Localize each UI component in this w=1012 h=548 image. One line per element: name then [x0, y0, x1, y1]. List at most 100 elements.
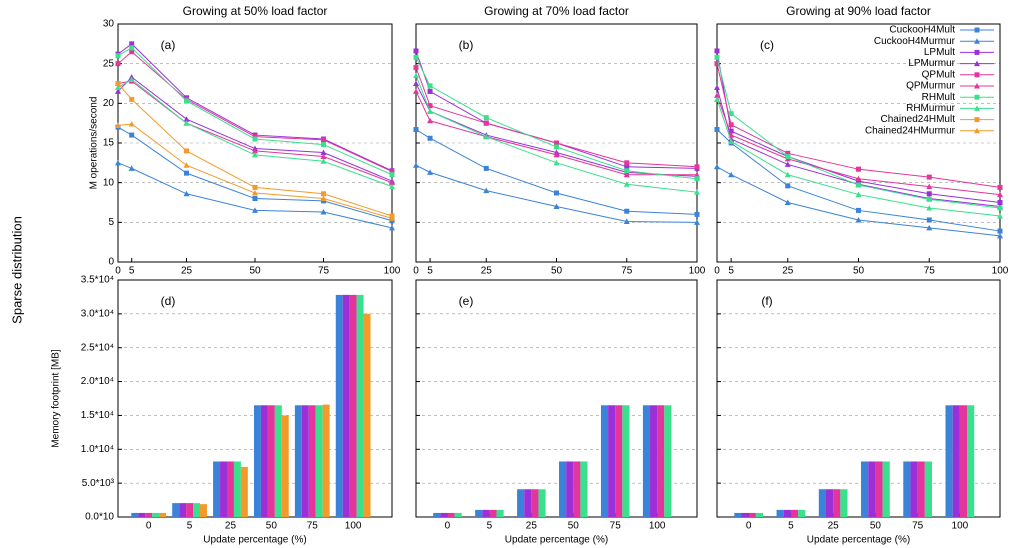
x-tick-label: 5 [487, 521, 493, 532]
data-point [694, 219, 700, 225]
bar [875, 461, 883, 517]
series-line [415, 57, 698, 180]
x-tick-label: 100 [649, 521, 666, 532]
bar [308, 405, 316, 517]
data-point [553, 203, 560, 209]
bar [825, 489, 834, 517]
data-point [252, 147, 258, 154]
data-point [926, 217, 932, 223]
legend-marker [974, 105, 980, 111]
bar [349, 294, 357, 517]
data-point [554, 144, 559, 150]
data-point [553, 151, 560, 158]
bar [868, 461, 876, 517]
x-tick-label: 75 [924, 266, 936, 277]
x-tick-label: 0 [115, 266, 121, 277]
data-point [115, 53, 121, 59]
data-point [413, 162, 419, 168]
data-point [427, 88, 433, 94]
data-point [252, 207, 258, 213]
bar [748, 512, 756, 517]
bar [615, 405, 623, 517]
x-tick-label: 50 [249, 266, 261, 277]
data-point [714, 96, 720, 102]
x-tick-label: 25 [526, 521, 538, 532]
bar [903, 461, 911, 517]
bar [755, 512, 764, 517]
x-tick-label: 100 [384, 266, 401, 277]
x-tick-label: 25 [481, 266, 493, 277]
series-line [415, 67, 698, 168]
y-tick-label: 5 [108, 217, 114, 228]
bar [447, 512, 455, 517]
data-point [252, 184, 258, 190]
legend-label: Chained24HMurmur [865, 125, 956, 136]
data-point [320, 158, 327, 164]
data-point [183, 120, 190, 126]
x-tick-label: 100 [992, 266, 1009, 277]
bar [531, 489, 539, 517]
x-tick-label: 50 [853, 266, 865, 277]
series-line [716, 95, 1001, 196]
data-point [427, 135, 433, 141]
y-tick-label: 15 [103, 138, 115, 149]
bar [322, 404, 330, 517]
x-tick-label: 5 [427, 266, 433, 277]
x-tick-label: 50 [266, 521, 278, 532]
bar [152, 512, 160, 517]
legend-marker [974, 127, 980, 134]
data-point [389, 183, 395, 190]
series-line [415, 91, 697, 176]
x-tick-label: 75 [912, 521, 924, 532]
data-point [413, 80, 419, 86]
series-line [415, 164, 698, 223]
bar [363, 313, 371, 517]
bar [199, 504, 207, 517]
bar [664, 405, 672, 517]
bar [967, 405, 975, 517]
data-point [129, 132, 135, 138]
bar [475, 509, 483, 517]
bar [145, 512, 153, 517]
data-point [320, 209, 327, 215]
data-point [856, 207, 861, 213]
y-tick-label: 30 [103, 19, 115, 30]
data-point [483, 133, 490, 140]
data-point [413, 127, 419, 133]
data-point [115, 159, 121, 166]
legend-marker [974, 83, 980, 89]
data-point [413, 72, 419, 79]
data-point [926, 183, 933, 190]
data-point [413, 48, 419, 54]
bar [454, 512, 462, 517]
data-point [252, 151, 258, 158]
bar [226, 461, 234, 517]
bar [573, 461, 581, 517]
x-tick-label: 5 [728, 266, 734, 277]
bar [240, 466, 248, 517]
data-point [624, 168, 630, 174]
legend-marker [974, 60, 980, 67]
bar [260, 405, 268, 517]
x-tick-label: 25 [828, 521, 840, 532]
bar [776, 509, 784, 517]
bar [440, 512, 448, 517]
bar [861, 461, 869, 517]
data-point [997, 191, 1003, 198]
x-tick-label: 0 [445, 521, 451, 532]
data-point [321, 142, 326, 148]
bar [496, 509, 504, 517]
x-tick-label: 75 [307, 521, 319, 532]
y-tick-label: 2.5*10⁴ [81, 342, 114, 353]
data-point [855, 191, 862, 198]
data-point [714, 84, 720, 90]
legend-label: CuckooH4Murmur [874, 36, 956, 47]
bar [489, 509, 497, 517]
bar [131, 512, 139, 517]
data-point [728, 128, 734, 134]
data-point [694, 211, 700, 217]
x-tick-label: 75 [621, 266, 633, 277]
data-point [115, 61, 121, 67]
series-line [117, 123, 393, 219]
